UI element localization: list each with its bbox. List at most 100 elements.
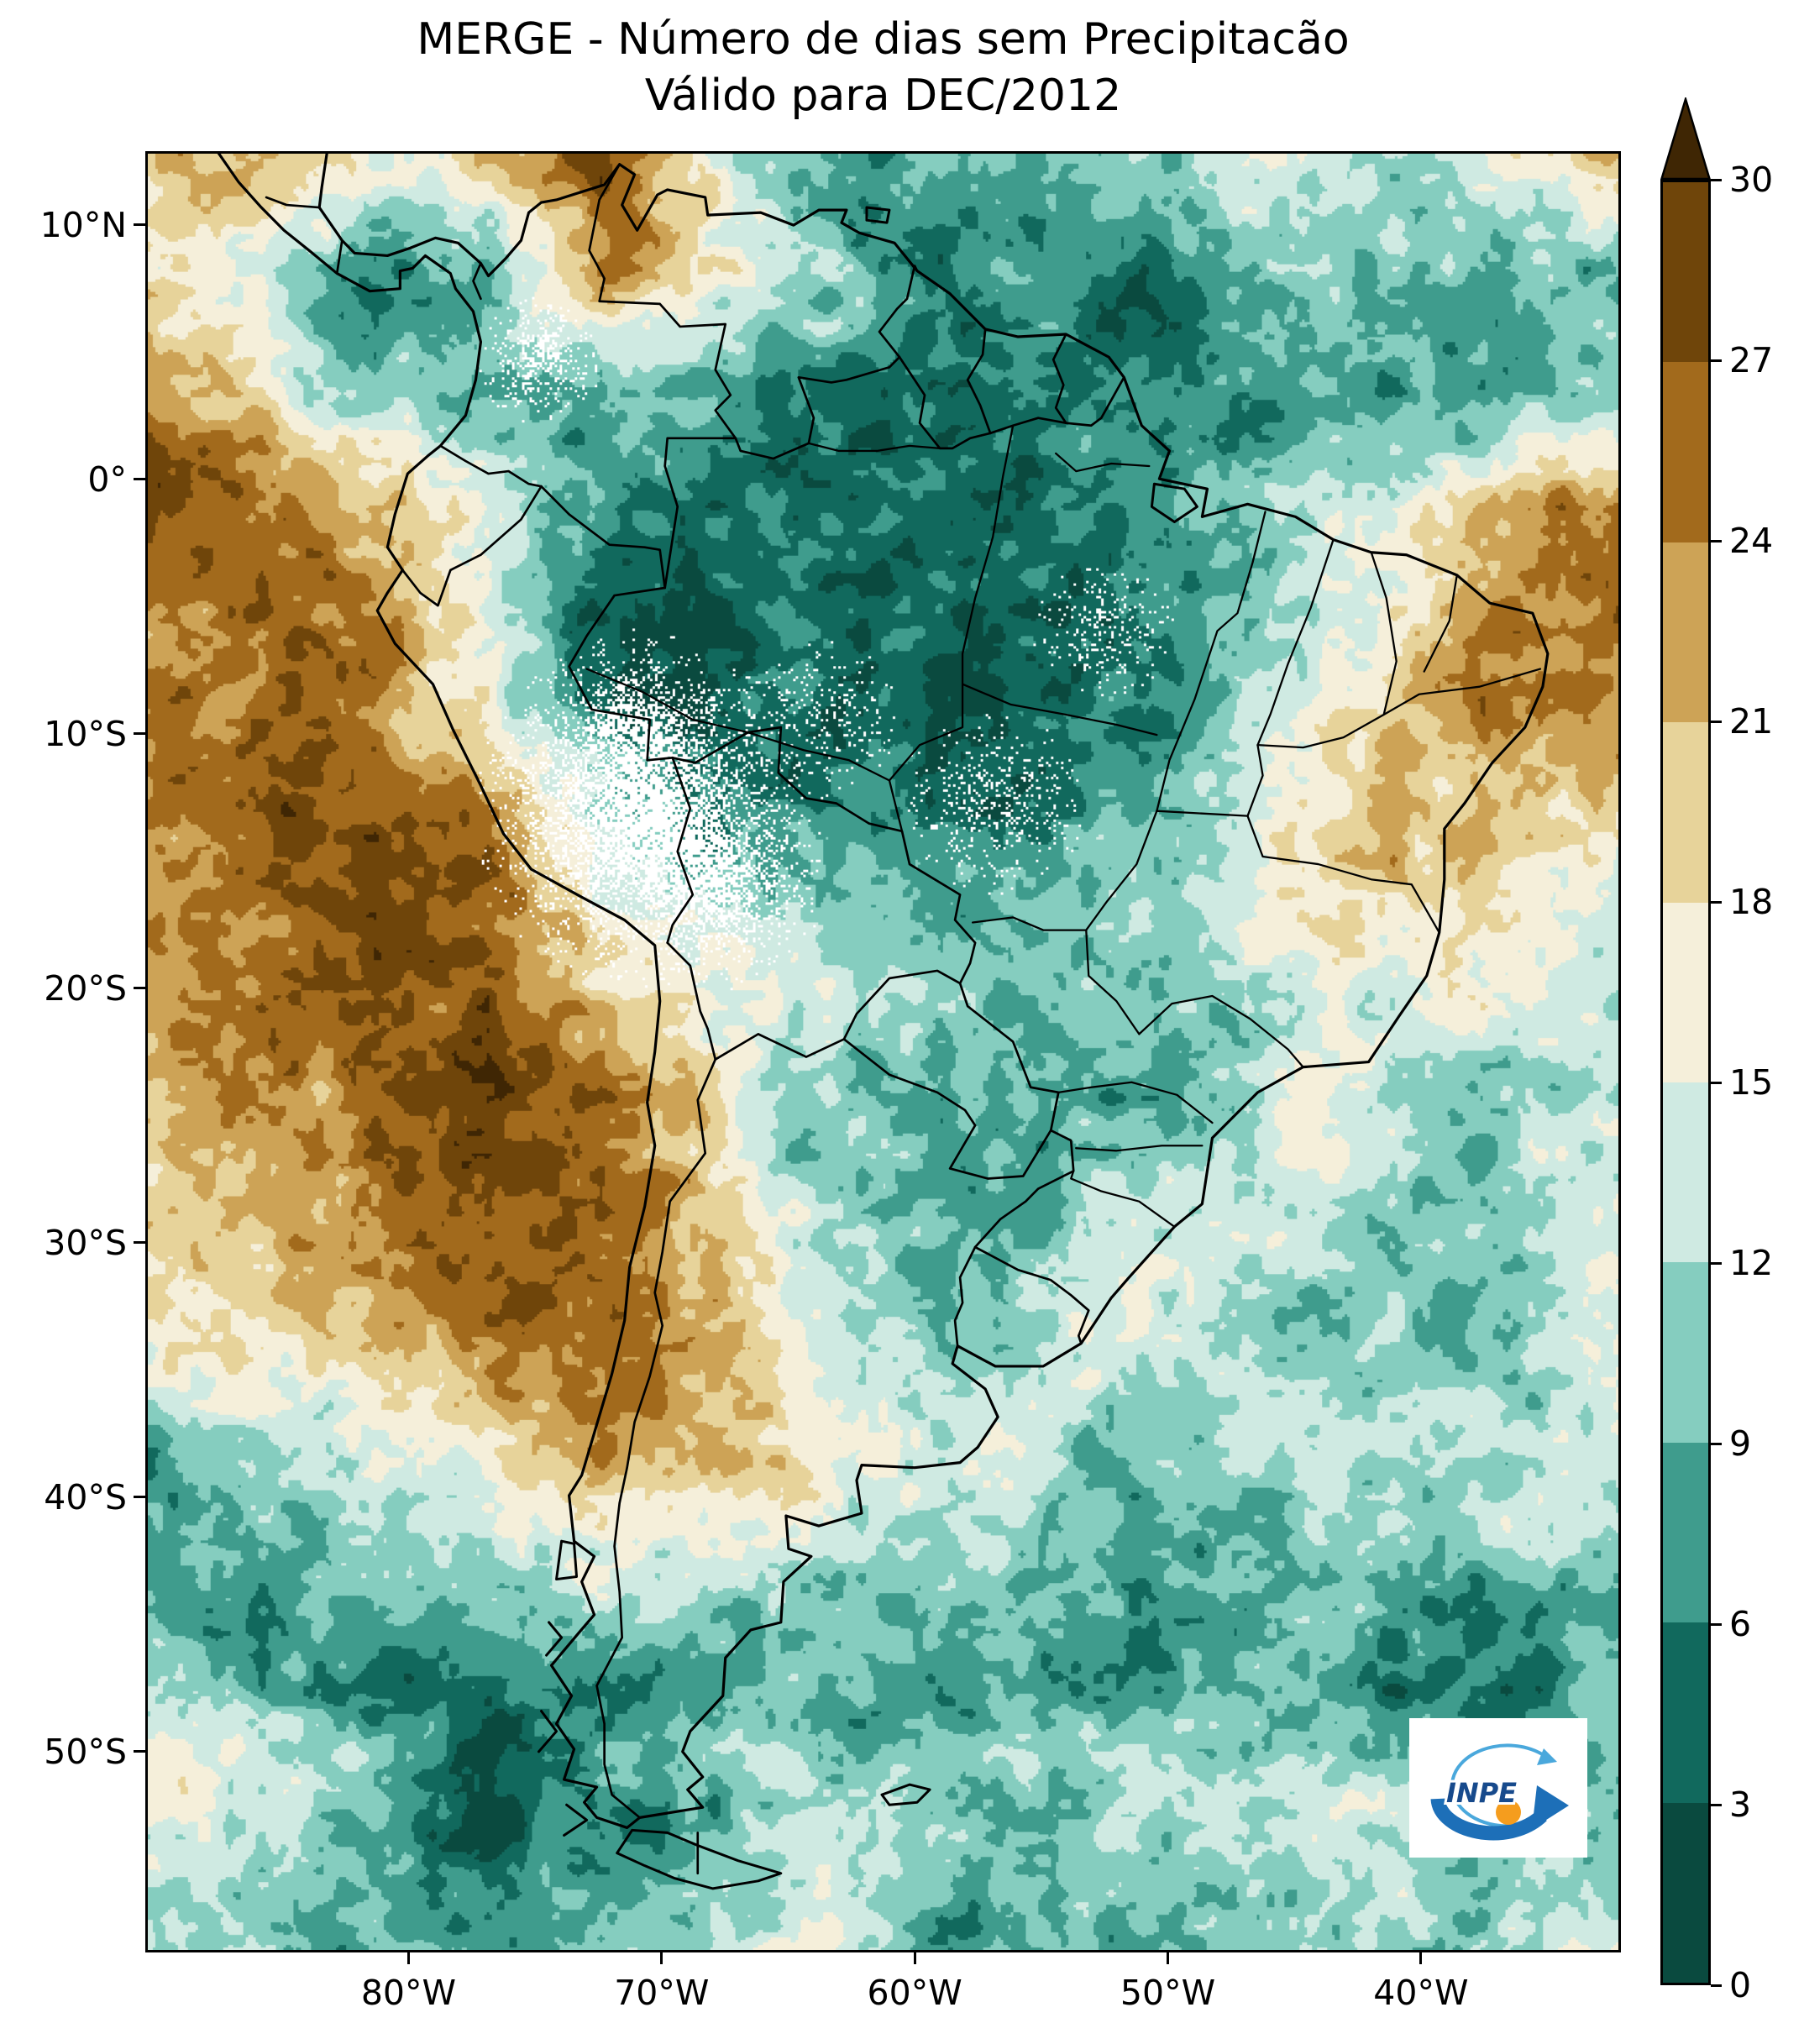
colorbar-tickmark: [1711, 1261, 1722, 1265]
state-border: [1057, 1081, 1214, 1124]
colorbar-tickmark: [1711, 1803, 1722, 1806]
colorbar-tickmark: [1711, 720, 1722, 723]
colorbar-tick-label: 18: [1729, 882, 1774, 922]
colorbar-tick-label: 15: [1729, 1062, 1774, 1103]
country-border: [842, 1038, 1052, 1180]
x-axis-tick-label: 40°W: [1373, 1973, 1469, 2013]
coastline: [217, 154, 1550, 1830]
y-axis-tickmark: [134, 987, 145, 990]
colorbar-tickmark: [1711, 539, 1722, 542]
inpe-arrow-icon: [1430, 1797, 1547, 1841]
island-outline: [880, 1783, 931, 1806]
country-border: [989, 417, 1067, 435]
country-border: [663, 437, 737, 590]
colorbar-extend-triangle: [1660, 97, 1711, 180]
map-borders-overlay: [217, 154, 1550, 1890]
state-border: [961, 424, 1015, 685]
colorbar-tick-label: 0: [1729, 1965, 1752, 2005]
island-outline: [538, 1710, 559, 1753]
x-axis-tick-label: 50°W: [1120, 1973, 1216, 2013]
x-axis-tickmark: [1419, 1952, 1423, 1964]
y-axis-tick-label: 20°S: [44, 967, 127, 1009]
y-axis-tick-label: 10°S: [44, 713, 127, 754]
colorbar-tickmark: [1711, 900, 1722, 904]
inpe-swoosh-arrowhead-icon: [1537, 1748, 1557, 1765]
y-axis-tick-label: 10°N: [39, 204, 127, 245]
country-border: [966, 328, 992, 435]
inpe-logo-text: INPE: [1446, 1777, 1517, 1809]
country-border: [472, 262, 482, 301]
colorbar-segment: [1663, 182, 1708, 363]
colorbar-tickmark: [1711, 359, 1722, 362]
country-border: [878, 265, 919, 359]
country-border: [568, 586, 674, 762]
country-border: [401, 485, 543, 607]
country-border: [595, 1058, 717, 1819]
figure-title-line1: MERGE - Número de dias sem Precipitacão: [417, 14, 1350, 65]
colorbar-segment: [1663, 1442, 1708, 1623]
country-border: [439, 444, 543, 488]
colorbar-tick-label: 30: [1729, 160, 1774, 200]
x-axis-tickmark: [406, 1952, 410, 1964]
y-axis-tickmark: [134, 732, 145, 736]
figure-title: MERGE - Número de dias sem Precipitacão …: [145, 12, 1621, 123]
map-plot-area: [145, 151, 1621, 1952]
inpe-logo: INPE: [1409, 1718, 1587, 1858]
y-axis-tick-label: 50°S: [44, 1731, 127, 1772]
country-border: [842, 969, 962, 1040]
state-border: [1138, 994, 1304, 1068]
colorbar-segment: [1663, 1802, 1708, 1983]
island-outline: [1150, 482, 1198, 523]
state-border: [1370, 551, 1398, 716]
island-outline: [865, 206, 891, 224]
island-outline: [616, 1828, 783, 1890]
colorbar-tick-label: 9: [1729, 1423, 1752, 1464]
inpe-swoosh-icon: [1450, 1743, 1552, 1828]
state-border: [747, 731, 904, 832]
y-axis-tickmark: [134, 1241, 145, 1245]
x-axis-tickmark: [1167, 1952, 1170, 1964]
x-axis-tick-label: 80°W: [360, 1973, 457, 2013]
colorbar-tick-label: 27: [1729, 340, 1774, 380]
inpe-logo-graphic: INPE: [1430, 1743, 1569, 1841]
colorbar-tickmark: [1711, 1622, 1722, 1626]
country-border: [588, 163, 737, 440]
colorbar-tick-label: 21: [1729, 701, 1774, 742]
y-axis-tickmark: [134, 1750, 145, 1753]
colorbar-segment: [1663, 902, 1708, 1082]
state-border: [1156, 511, 1266, 812]
state-border: [1256, 538, 1335, 747]
country-border: [973, 1129, 1075, 1249]
country-border: [898, 355, 992, 450]
country-border: [958, 982, 1060, 1132]
colorbar-segment: [1663, 1082, 1708, 1263]
state-border: [1075, 1145, 1204, 1152]
x-axis-tickmark: [660, 1952, 663, 1964]
y-axis-tickmark: [134, 478, 145, 481]
country-border: [1064, 376, 1125, 427]
colorbar-scale: [1660, 180, 1711, 1985]
precipitation-raster-canvas: [148, 154, 1618, 1950]
colorbar-tickmark: [1711, 1984, 1722, 1987]
inpe-arrowhead-icon: [1532, 1785, 1569, 1829]
state-border: [1055, 452, 1151, 473]
colorbar-segment: [1663, 1262, 1708, 1443]
state-border: [888, 683, 1158, 782]
colorbar-over-color: [1660, 97, 1711, 180]
state-border: [807, 442, 941, 453]
colorbar-tick-label: 12: [1729, 1243, 1774, 1283]
y-axis-tick-label: 40°S: [44, 1476, 127, 1517]
y-axis-tick-label: 0°: [87, 459, 127, 500]
colorbar-tickmark: [1711, 1081, 1722, 1084]
colorbar: 0 3 6 9 12 15 18 21 24 27 30: [1660, 97, 1804, 2020]
y-axis-tick-label: 30°S: [44, 1222, 127, 1263]
country-border: [540, 485, 667, 590]
colorbar-tick-label: 24: [1729, 521, 1774, 561]
island-outline: [563, 1803, 589, 1837]
country-border: [666, 756, 695, 944]
x-axis-tickmark: [913, 1952, 916, 1964]
colorbar-segment: [1663, 362, 1708, 542]
country-border: [666, 941, 717, 1061]
colorbar-segment: [1663, 1622, 1708, 1803]
